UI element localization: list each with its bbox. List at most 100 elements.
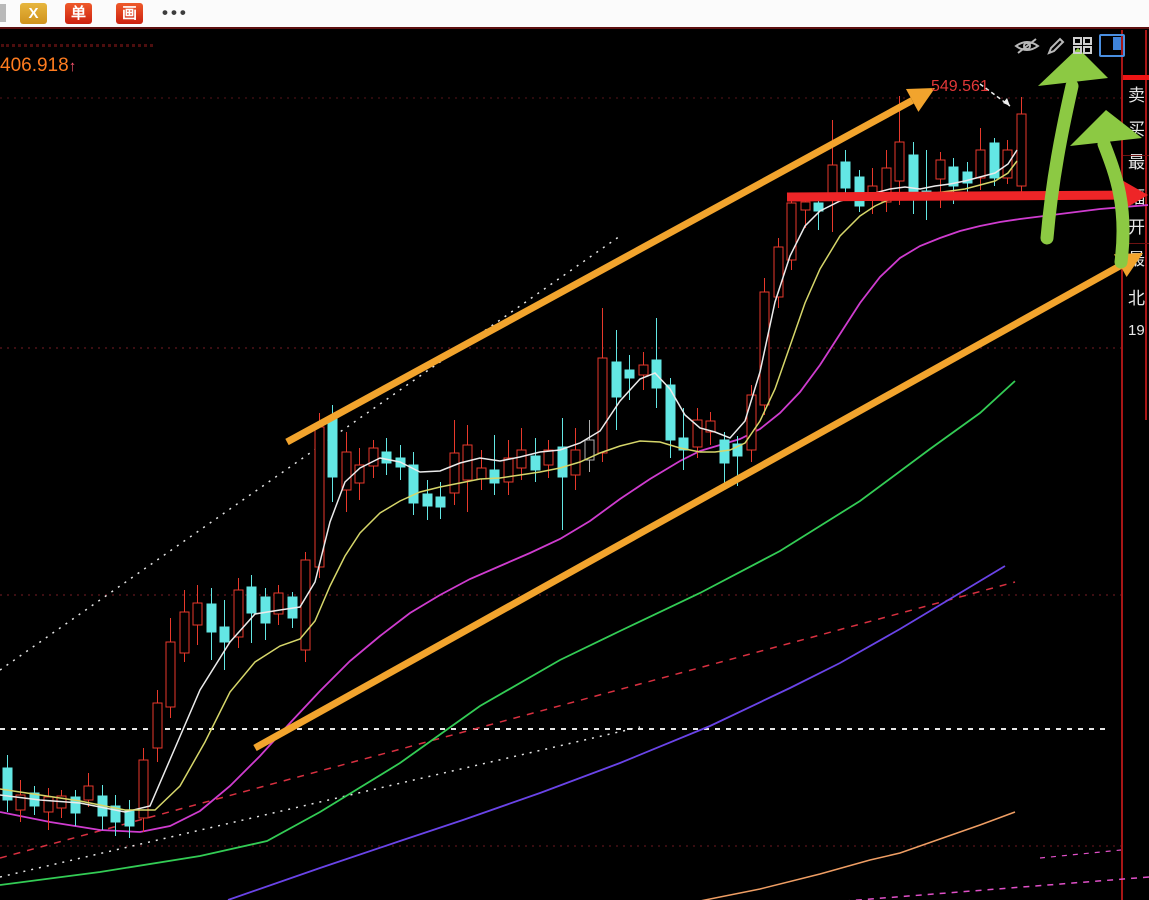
layout-panel-icon-fill [1113,37,1121,50]
quote-panel-row: 19 [1128,322,1145,339]
quote-panel-row: 开 [1128,218,1145,237]
candle-body [152,702,163,749]
candle-body [43,796,54,813]
layout-panel-icon[interactable] [1099,34,1125,57]
grid-icon[interactable] [1072,36,1093,56]
candle-body [327,417,338,478]
candle-body [192,602,203,626]
green-up-arrow-stem[interactable] [1040,79,1079,245]
candle-body [692,419,703,448]
quote-panel-row: 卖 [1128,86,1145,105]
red-horizontal-arrow-head[interactable] [1121,180,1148,211]
pencil-icon[interactable] [1046,36,1066,56]
red-horizontal-arrow-shaft[interactable] [786,190,1123,202]
candle-body [503,457,514,483]
candle-body [786,202,797,261]
candle-body [206,603,217,633]
candle-body [138,759,149,819]
candle-body [341,451,352,491]
channel-arrow-top-head[interactable] [905,88,935,112]
candle-body [948,166,959,187]
candle-body [1016,113,1027,187]
candle-body [746,394,757,451]
candle-body [449,452,460,494]
candle-body [854,176,865,207]
quote-panel-red-bar [1123,75,1149,80]
candle-body [83,785,94,801]
indicator-legend-faint [1,44,153,47]
candle-body [435,496,446,508]
candle-body [908,154,919,193]
dashed-magenta-bottom-2 [1039,849,1122,859]
candle-body [678,437,689,451]
draw-button[interactable]: 画 [116,3,143,24]
hide-eye-icon[interactable] [1014,36,1040,56]
ma-green [0,380,1016,886]
quote-panel-hairline [1123,155,1149,156]
green-up-arrow-stem[interactable] [1097,137,1130,269]
candle-body [989,142,1000,179]
candle-body [557,446,568,478]
candle-body [368,447,379,467]
candle-body [233,589,244,638]
candle-body [179,611,190,654]
candle-body [273,592,284,615]
channel-lower-dotted [0,726,641,878]
quote-panel-border [1121,30,1123,900]
candle-body [476,467,487,480]
candle-body [110,805,121,823]
candle-body [935,159,946,180]
green-up-arrow-head[interactable] [1070,110,1142,146]
candle-body [975,149,986,179]
candle-body [2,767,13,801]
candle-body [962,171,973,184]
close-button[interactable]: X [20,3,47,24]
last-price-label: 406.918↑ [0,55,77,76]
price-up-arrow-icon: ↑ [68,58,77,75]
candle-body [530,455,541,471]
quote-panel-row: 最 [1128,153,1145,172]
candle-body [260,596,271,624]
candle-body [611,361,622,398]
candle-body [584,439,595,461]
candle-body [15,794,26,811]
more-menu-button[interactable]: ••• [162,3,189,22]
candle-body [894,141,905,182]
candle-body [840,161,851,189]
dashed-magenta-bottom [848,876,1149,900]
candle-body [867,185,878,194]
pointer-arrow-head [1003,98,1010,106]
candle-body [813,202,824,212]
candle-body [543,449,554,466]
candle-body [489,469,500,484]
candle-body [516,449,527,469]
candle-body [597,357,608,454]
ma-magenta [0,204,1149,833]
green-up-arrow-head[interactable] [1038,48,1108,86]
candle-body [638,364,649,376]
channel-arrow-top-shaft[interactable] [285,97,914,446]
candle-body [624,369,635,379]
candle-body [881,167,892,203]
candle-body [773,246,784,298]
candle-body [732,443,743,457]
ma-orange [701,811,1016,900]
high-price-label: 549.561 [931,78,989,95]
dashed-red-diagonal [0,581,1016,859]
order-button[interactable]: 单 [65,3,92,24]
candle-body [408,464,419,504]
candle-body [381,451,392,464]
candle-body [422,493,433,507]
ma-blue [227,565,1006,900]
channel-arrow-bottom-shaft[interactable] [253,262,1122,752]
candle-body [665,384,676,441]
ma-white [0,149,1018,813]
candle-body [314,426,325,568]
candle-body [800,201,811,211]
candle-body [70,796,81,814]
candle-body [354,464,365,484]
quote-panel-border-right [1145,30,1147,420]
clipped-toolbar-icon [0,4,6,22]
